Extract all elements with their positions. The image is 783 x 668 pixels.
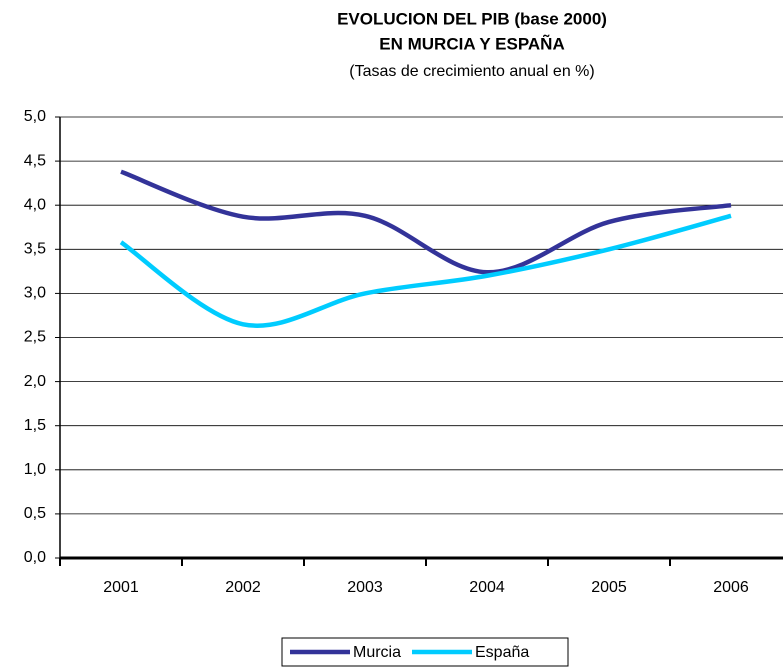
y-tick-label: 1,0 [24,461,46,478]
chart-title: EN MURCIA Y ESPAÑA [379,33,564,53]
x-tick-label: 2001 [103,579,139,596]
x-tick-label: 2002 [225,579,261,596]
y-tick-label: 5,0 [24,108,46,125]
y-tick-label: 1,5 [24,417,46,434]
y-tick-label: 4,5 [24,152,46,169]
series-line [120,169,732,275]
y-tick-label: 2,5 [24,329,46,346]
y-tick-label: 3,5 [24,241,46,258]
series-line [119,213,732,328]
legend-label: España [475,644,529,661]
x-tick-label: 2006 [713,579,749,596]
y-tick-label: 3,0 [24,285,46,302]
y-tick-label: 4,0 [24,196,46,213]
y-tick-label: 2,0 [24,373,46,390]
legend-label: Murcia [353,644,401,661]
chart-title: EVOLUCION DEL PIB (base 2000) [337,9,607,28]
y-tick-label: 0,0 [24,549,46,566]
chart-subtitle: (Tasas de crecimiento anual en %) [349,63,594,80]
x-tick-label: 2005 [591,579,627,596]
x-tick-label: 2003 [347,579,383,596]
x-tick-label: 2004 [469,579,505,596]
y-tick-label: 0,5 [24,505,46,522]
